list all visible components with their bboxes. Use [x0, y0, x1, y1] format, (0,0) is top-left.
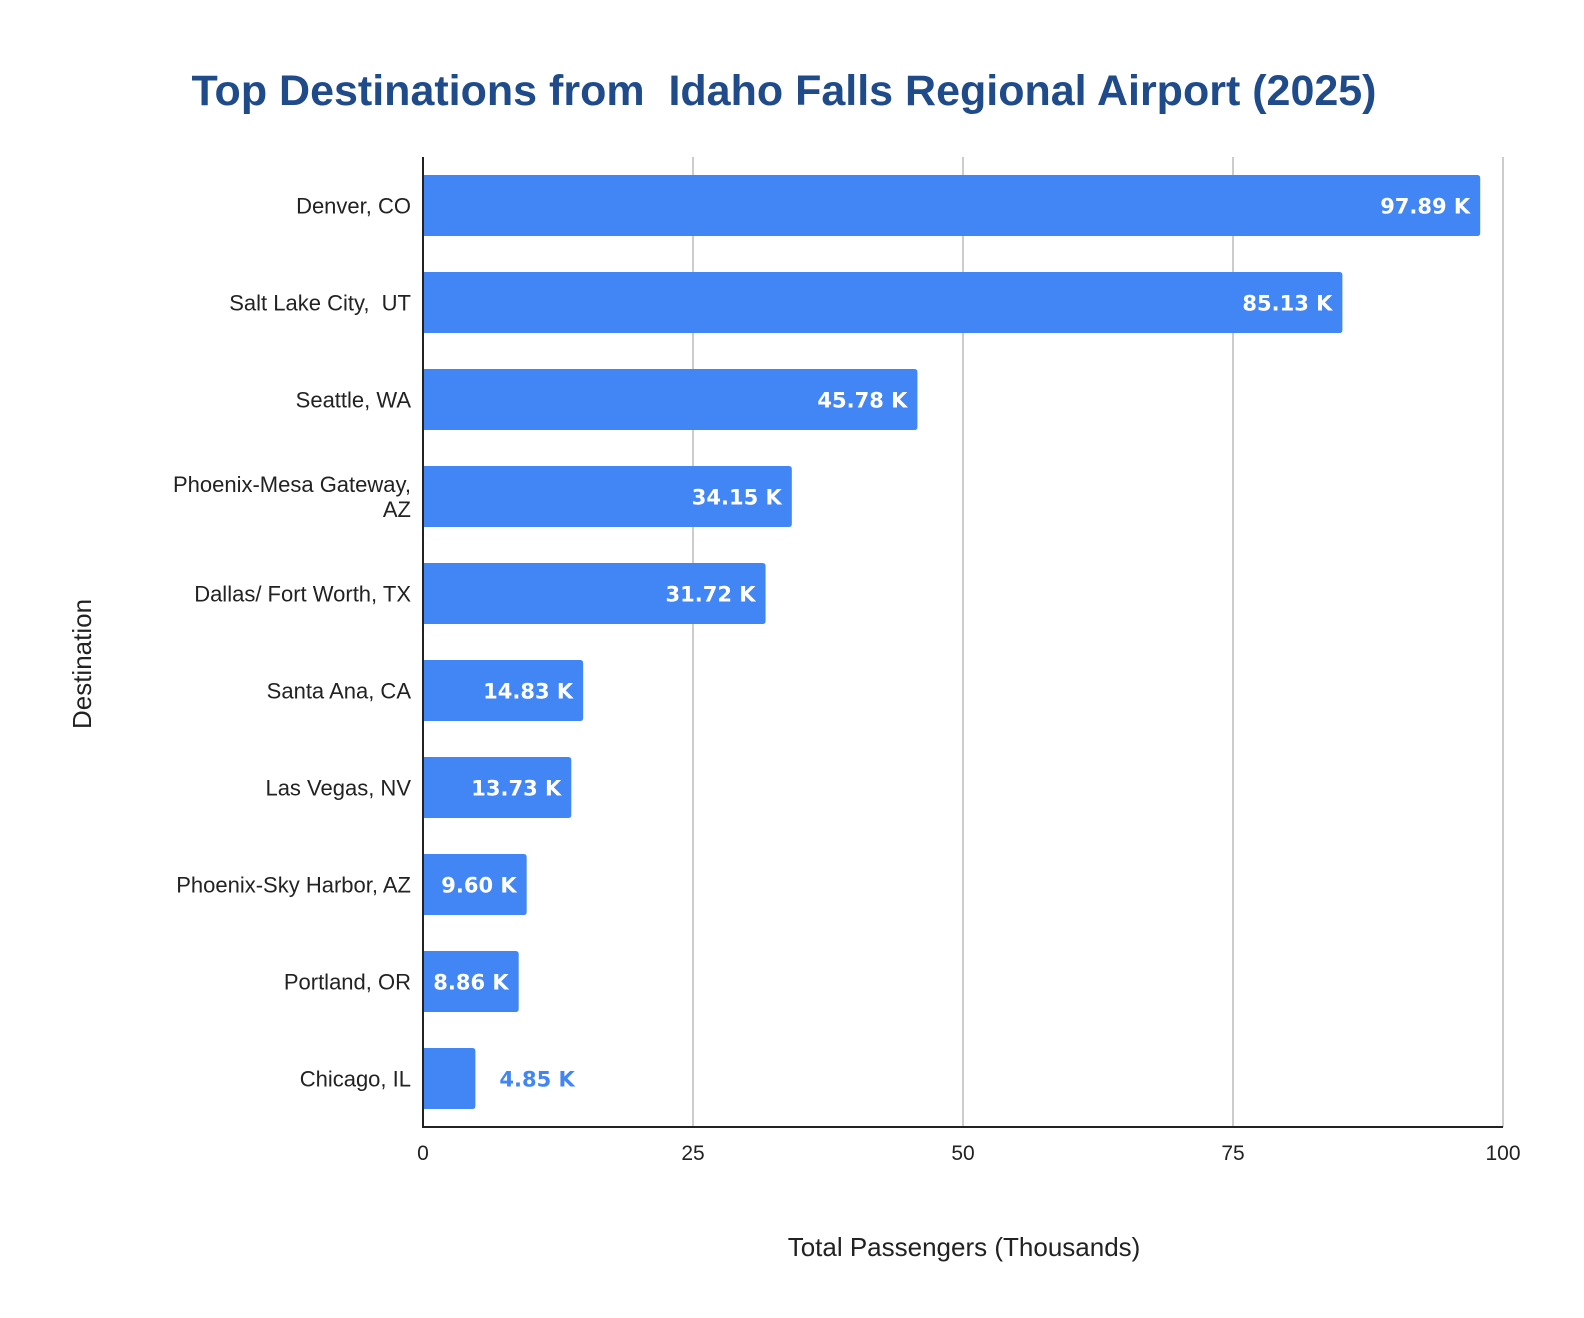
chart-title: Top Destinations from Idaho Falls Region…: [191, 67, 1376, 115]
bar: [423, 660, 584, 721]
data-labels: 97.89 K 85.13 K 45.78 K 34.15 K 31.72 K 14.83…: [433, 195, 1471, 1092]
bar: [423, 466, 792, 527]
data-label: 45.78 K: [817, 389, 908, 413]
bar: [423, 1048, 476, 1109]
category-label: Portland, OR: [284, 970, 411, 995]
data-label: 8.86 K: [433, 971, 509, 995]
axes: [422, 157, 1503, 1128]
data-label: 34.15 K: [692, 486, 783, 510]
category-label: Phoenix-Mesa Gateway, AZ: [173, 472, 411, 522]
x-tick-labels: 0 25 50 75 100: [417, 1142, 1520, 1165]
x-tick-label: 75: [1221, 1142, 1244, 1165]
category-label: Las Vegas, NV: [265, 776, 411, 801]
y-axis-title: Destination: [67, 599, 97, 729]
data-label: 4.85 K: [499, 1068, 575, 1092]
category-label: Seattle, WA: [296, 388, 412, 413]
category-label: Chicago, IL: [300, 1067, 411, 1092]
x-tick-label: 100: [1485, 1142, 1520, 1165]
category-label: Phoenix-Sky Harbor, AZ: [176, 873, 411, 898]
x-tick-label: 50: [951, 1142, 974, 1165]
data-label: 14.83 K: [483, 680, 574, 704]
data-label: 31.72 K: [666, 583, 757, 607]
data-label: 13.73 K: [471, 777, 562, 801]
bar: [423, 175, 1481, 236]
category-label: Dallas/ Fort Worth, TX: [194, 582, 411, 607]
category-labels: Denver, CO Salt Lake City, UT Seattle, WA P…: [173, 194, 411, 1092]
bar: [423, 854, 527, 915]
bar: [423, 369, 918, 430]
data-label: 85.13 K: [1242, 292, 1333, 316]
data-label: 9.60 K: [441, 874, 517, 898]
x-tick-label: 0: [417, 1142, 429, 1165]
category-label: Salt Lake City, UT: [229, 291, 411, 316]
x-tick-label: 25: [681, 1142, 704, 1165]
bar: [423, 757, 572, 818]
bar: [423, 563, 766, 624]
bar: [423, 951, 519, 1012]
bar: [423, 272, 1343, 333]
category-label: Denver, CO: [296, 194, 411, 219]
x-axis-title: Total Passengers (Thousands): [788, 1232, 1141, 1262]
category-label: Santa Ana, CA: [267, 679, 412, 704]
data-label: 97.89 K: [1380, 195, 1471, 219]
bars: [423, 175, 1481, 1109]
